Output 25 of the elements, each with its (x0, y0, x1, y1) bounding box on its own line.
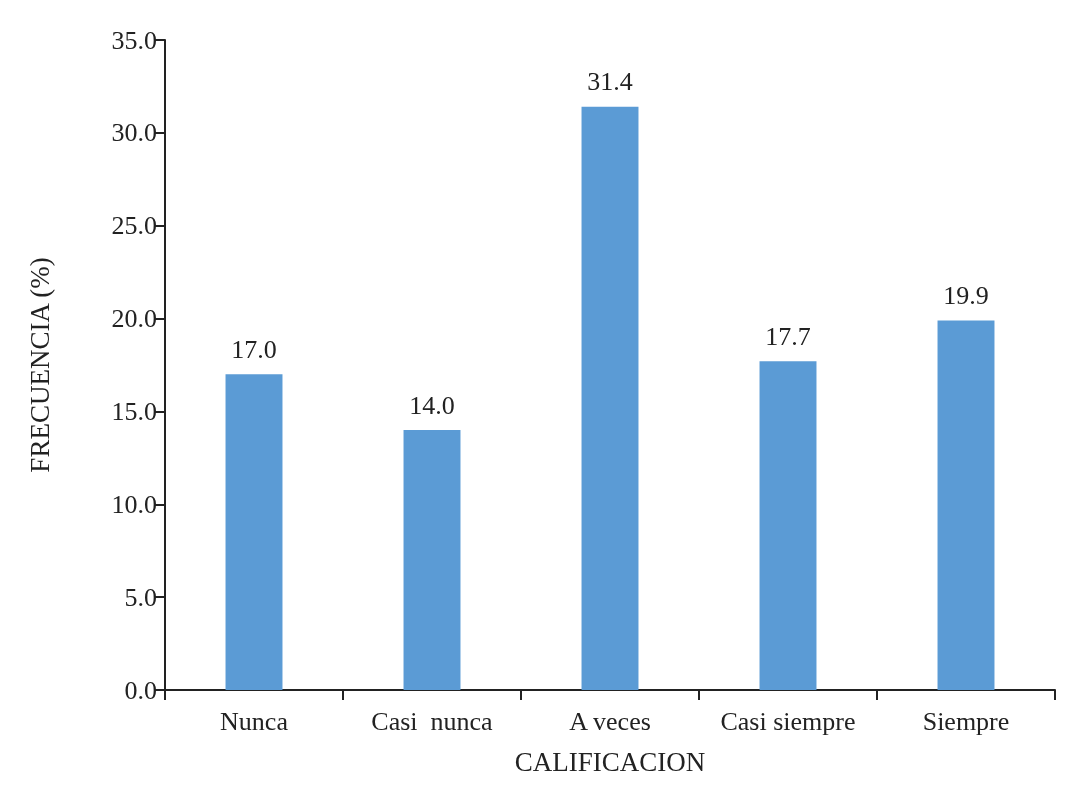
y-tick-label: 5.0 (124, 582, 157, 612)
bar (403, 430, 461, 690)
data-label: 31.4 (587, 67, 633, 97)
y-tick-label: 15.0 (111, 396, 157, 426)
bar (225, 374, 283, 690)
x-tick-label: A veces (569, 706, 651, 736)
x-tick-label: Casi siempre (720, 706, 856, 736)
y-axis-title: FRECUENCIA (%) (24, 257, 55, 473)
x-axis-title: CALIFICACION (514, 746, 706, 777)
bar (937, 320, 995, 690)
data-label: 14.0 (409, 390, 455, 420)
data-label: 17.7 (765, 321, 811, 351)
data-label: 17.0 (231, 334, 277, 364)
y-tick-label: 20.0 (111, 304, 157, 334)
y-tick-label: 0.0 (124, 675, 157, 705)
bar (759, 361, 817, 690)
y-tick-label: 10.0 (111, 489, 157, 519)
bar (581, 106, 639, 690)
data-label: 19.9 (943, 280, 989, 310)
x-tick-label: Nunca (220, 706, 289, 736)
y-tick-label: 30.0 (111, 118, 157, 148)
x-tick-label: Siempre (922, 706, 1010, 736)
y-tick-label: 25.0 (111, 211, 157, 241)
x-tick-label: Casi nunca (371, 706, 494, 736)
y-tick-label: 35.0 (111, 25, 157, 55)
